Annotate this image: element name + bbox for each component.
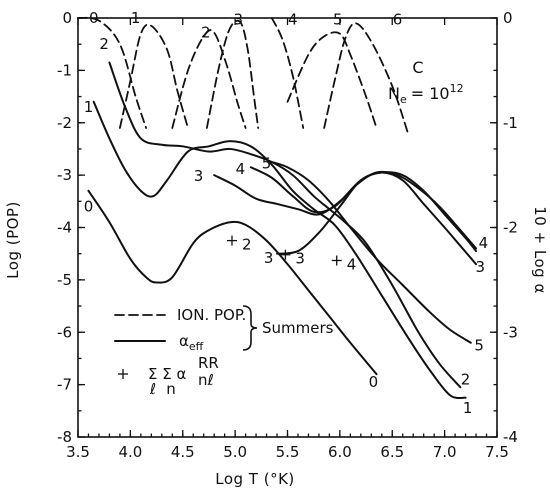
curve-label: 3 <box>233 11 243 29</box>
curve-label: 5 <box>333 11 343 29</box>
curve-end-label: 5 <box>474 336 484 354</box>
alpha-eff-curve-1 <box>92 100 467 400</box>
rr-point-label: 3 <box>295 250 305 268</box>
x-axis-label: Log T (°K) <box>215 470 295 488</box>
ion-pop-curve-2 <box>171 29 247 129</box>
ne-n: N <box>388 84 400 103</box>
legend-solid-label: αeff <box>179 332 204 353</box>
curve-end-label: 3 <box>475 258 485 276</box>
y-tick-label-right: -3 <box>503 323 518 341</box>
curve-label: 5 <box>262 155 272 173</box>
curve-label: 0 <box>89 9 99 27</box>
annotation-element: C <box>412 58 423 77</box>
curve-label: 4 <box>236 160 246 178</box>
legend-rr-sup: RR <box>198 354 219 372</box>
y-tick-label-left: -5 <box>57 271 72 289</box>
y-tick-label-right: 0 <box>503 9 513 27</box>
legend-brace <box>242 305 258 351</box>
curve-label: 2 <box>201 24 211 42</box>
curve-label: 2 <box>99 35 109 53</box>
curve-end-label: 2 <box>461 370 471 388</box>
curve-end-label: 0 <box>369 373 379 391</box>
plot-frame <box>77 17 498 438</box>
legend-sum-sub-n: n <box>166 380 176 398</box>
y-tick-label-left: 0 <box>62 9 72 27</box>
curve-label: 4 <box>288 11 298 29</box>
x-tick-label: 7.5 <box>485 443 509 461</box>
y-tick-label-right: -2 <box>503 219 518 237</box>
curve-label: 3 <box>194 167 204 185</box>
ion-pop-curve-1 <box>119 23 189 129</box>
curve-label: 0 <box>84 198 94 216</box>
curve-label: 1 <box>84 98 94 116</box>
y-axis-label-left: Log (POP) <box>4 201 22 279</box>
ion-pop-curve-5 <box>286 31 378 129</box>
alpha-eff-curve-3 <box>213 171 478 266</box>
annotation: CNe = 1012 <box>388 58 464 106</box>
rr-points: 23 4 <box>226 235 357 273</box>
x-tick-label: 5.5 <box>276 443 300 461</box>
x-tick-label: 5.0 <box>223 443 247 461</box>
ne-sub: e <box>400 93 407 106</box>
y-tick-label-left: -1 <box>57 61 72 79</box>
y-tick-label-left: -8 <box>57 428 72 446</box>
x-tick-label: 3.5 <box>66 443 90 461</box>
ion-pop-curve-6 <box>323 22 409 135</box>
annotation-ne: Ne = 1012 <box>388 82 464 106</box>
rr-point-label: 4 <box>347 255 357 273</box>
y-axis-label-right: 10 + Log α <box>531 206 549 294</box>
legend-dashed-label: ION. POP. <box>177 306 246 324</box>
ion-pop-curve-4 <box>270 17 305 129</box>
alpha-eff-curve-3 <box>276 171 478 255</box>
axes <box>77 17 498 438</box>
y-tick-label-left: -4 <box>57 219 72 237</box>
ion-pop-curve-0 <box>77 16 147 129</box>
x-tick-label: 4.0 <box>118 443 142 461</box>
x-tick-label: 4.5 <box>171 443 195 461</box>
curve-label: 3 <box>264 249 274 267</box>
y-tick-label-right: -1 <box>503 114 518 132</box>
rr-point-label: 2 <box>242 236 252 254</box>
legend-alpha-sub: nℓ <box>198 371 214 389</box>
legend-solid-sub: eff <box>189 340 204 353</box>
x-tick-label: 7.0 <box>433 443 457 461</box>
y-tick-label-left: -6 <box>57 323 72 341</box>
x-tick-label: 6.0 <box>328 443 352 461</box>
ticks: 3.5 4.0 4.5 5.0 5.5 6.0 6.5 7.0 7.5 0 -1 -2 -3 -4 -5 -6… <box>57 9 518 461</box>
curve-end-label: 4 <box>479 234 489 252</box>
y-tick-label-right: -4 <box>503 428 518 446</box>
curve-label: 1 <box>131 9 141 27</box>
alpha-eff-curve-5 <box>270 161 472 344</box>
alpha-eff-curve-0 <box>87 189 378 376</box>
y-tick-label-left: -2 <box>57 114 72 132</box>
x-tick-label: 6.5 <box>380 443 404 461</box>
legend-sum-sub-l: ℓ <box>149 380 156 398</box>
legend-source-label: Summers <box>262 319 334 337</box>
curves <box>77 16 478 400</box>
y-tick-label-left: -7 <box>57 376 72 394</box>
curve-label: 6 <box>393 11 403 29</box>
legend-plus-label: Σ Σ α <box>148 365 186 383</box>
curve-end-label: 1 <box>463 399 473 417</box>
alpha-eff-curve-2 <box>108 61 462 389</box>
y-tick-label-left: -3 <box>57 166 72 184</box>
ion-pop-curve-3 <box>205 19 260 129</box>
ne-exp: 12 <box>450 82 464 95</box>
ne-value: = 10 <box>411 84 450 103</box>
